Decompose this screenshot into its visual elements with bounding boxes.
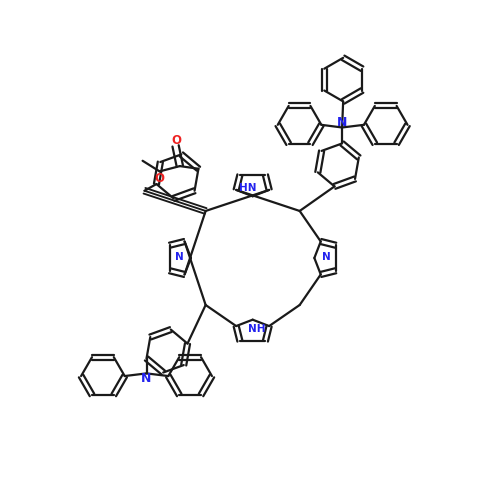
Text: HN: HN <box>238 183 256 193</box>
Text: N: N <box>142 372 152 385</box>
Text: O: O <box>172 134 181 146</box>
Text: N: N <box>322 252 330 262</box>
Text: O: O <box>154 172 164 186</box>
Text: NH: NH <box>248 324 266 334</box>
Text: N: N <box>337 116 347 129</box>
Text: N: N <box>175 252 184 262</box>
